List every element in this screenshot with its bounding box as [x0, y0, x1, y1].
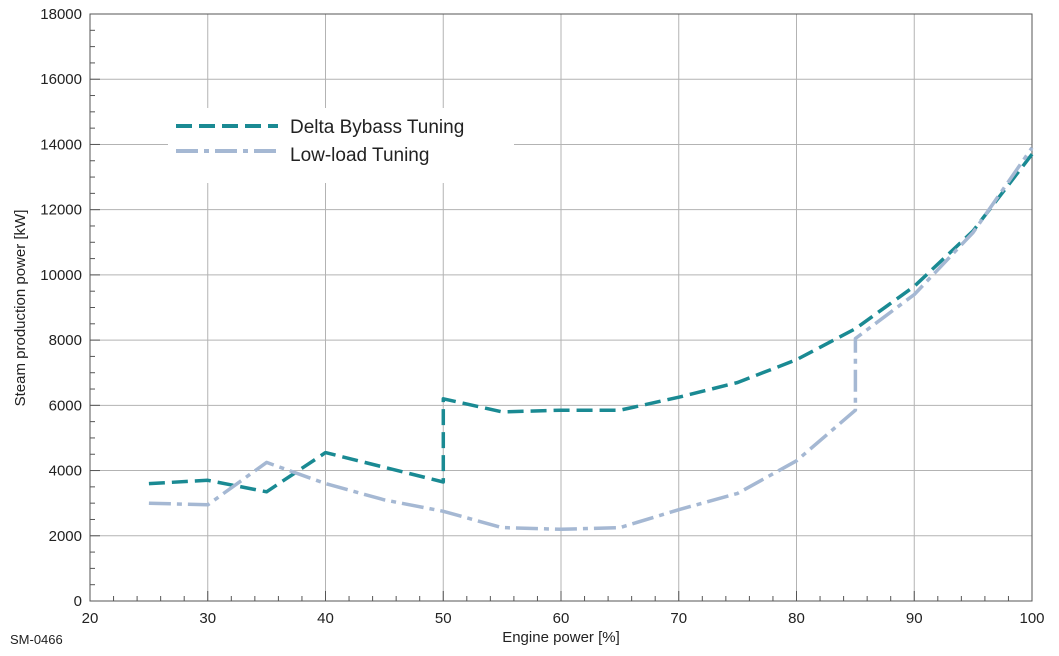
legend-label-low-load: Low-load Tuning [290, 145, 429, 166]
grid [90, 14, 1032, 601]
minor-ticks [89, 13, 1033, 602]
x-tick-label: 80 [788, 610, 805, 627]
y-tick-label: 10000 [40, 267, 82, 284]
legend-background [168, 108, 514, 183]
y-tick-label: 14000 [40, 136, 82, 153]
y-tick-label: 12000 [40, 202, 82, 219]
y-tick-label: 2000 [49, 528, 82, 545]
x-tick-label: 20 [82, 610, 99, 627]
y-tick-label: 4000 [49, 463, 82, 480]
x-tick-label: 40 [317, 610, 334, 627]
y-axis-title: Steam production power [kW] [12, 210, 29, 407]
figure-code: SM-0466 [10, 632, 63, 647]
x-tick-label: 90 [906, 610, 923, 627]
series [148, 146, 1034, 532]
series-line-delta-bybass [148, 153, 1034, 494]
y-tick-label: 8000 [49, 332, 82, 349]
x-tick-label: 70 [670, 610, 687, 627]
legend: Delta Bybass Tuning Low-load Tuning [176, 117, 464, 166]
y-tick-label: 0 [74, 593, 82, 610]
x-tick-label: 60 [553, 610, 570, 627]
legend-label-delta-bybass: Delta Bybass Tuning [290, 117, 464, 138]
x-tick-label: 30 [199, 610, 216, 627]
y-tick-label: 6000 [49, 397, 82, 414]
y-tick-label: 18000 [40, 6, 82, 23]
x-tick-label: 100 [1019, 610, 1044, 627]
y-tick-label: 16000 [40, 71, 82, 88]
tick-labels: 20 30 40 50 60 70 80 90 100 0 2000 4000 6000 8000 1000… [40, 6, 1044, 627]
series-line-low-load [148, 146, 1034, 532]
x-tick-label: 50 [435, 610, 452, 627]
x-axis-title: Engine power [%] [502, 629, 620, 646]
